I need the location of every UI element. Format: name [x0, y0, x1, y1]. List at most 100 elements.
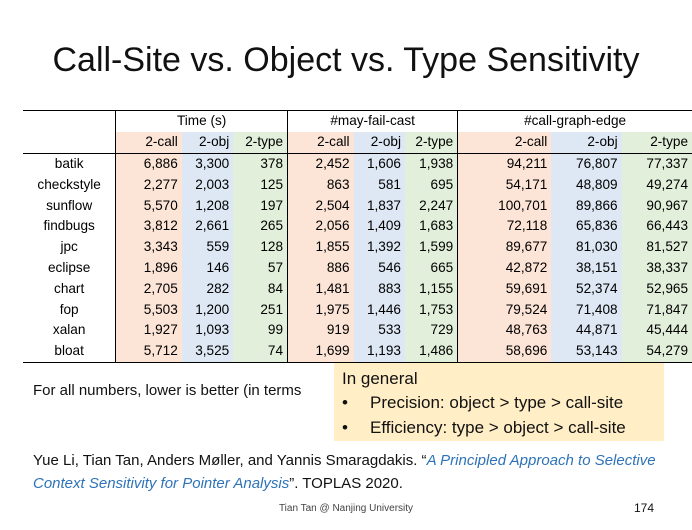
table-cell: 58,696: [457, 340, 552, 363]
bullet-icon: •: [342, 418, 348, 437]
benchmark-name: chart: [54, 280, 85, 296]
table-cell: 1,975: [287, 299, 354, 320]
table-cell: 1,481: [287, 278, 354, 300]
table-cell: 1,699: [287, 340, 354, 363]
table-cell: 49,274: [621, 174, 692, 196]
table-cell: 695: [404, 174, 458, 196]
table-cell: 1,896: [115, 257, 182, 279]
table-cell: 3,343: [115, 236, 182, 258]
subheader-cell: 2-obj: [181, 131, 234, 154]
table-cell: 546: [353, 257, 405, 279]
benchmark-name: checkstyle: [37, 176, 101, 192]
corner-cell: [23, 131, 116, 154]
table-cell: 1,392: [353, 236, 405, 258]
table-cell: 146: [181, 257, 234, 279]
benchmark-name: xalan: [52, 322, 86, 338]
table-row: fop 5,503 1,200 251 1,975 1,446 1,753 79,524 71,…: [23, 299, 692, 320]
table-cell: 665: [404, 257, 458, 279]
benchmark-name: sunflow: [46, 197, 93, 213]
table-cell: 581: [353, 174, 405, 196]
table-cell: 44,871: [551, 319, 622, 341]
table-cell: 886: [287, 257, 354, 279]
results-table: Time (s) #may-fail-cast #call-graph-edge…: [23, 109, 692, 363]
table-cell: 99: [233, 319, 288, 341]
table-cell: 57: [233, 257, 288, 279]
table-cell: 90,967: [621, 195, 692, 216]
table-row: bloat 5,712 3,525 74 1,699 1,193 1,486 58,696 53…: [23, 340, 692, 363]
table-cell: 1,193: [353, 340, 405, 363]
table-cell: 89,866: [551, 195, 622, 216]
table-cell: 2,277: [115, 174, 182, 196]
subheader-cell: 2-type: [233, 131, 288, 154]
group-header-time: Time (s): [115, 109, 288, 132]
table-cell: 533: [353, 319, 405, 341]
table-row: sunflow 5,570 1,208 197 2,504 1,837 2,247 100,7…: [23, 195, 692, 216]
citation-venue: ”. TOPLAS 2020.: [289, 475, 403, 492]
citation-paper-title[interactable]: A Principled Approach to Selective Conte…: [33, 452, 656, 492]
group-header-call-graph-edge: #call-graph-edge: [457, 109, 692, 132]
table-cell: 1,837: [353, 195, 405, 216]
table-cell: 5,712: [115, 340, 182, 363]
table-row: jpc 3,343 559 128 1,855 1,392 1,599 89,677 81,03…: [23, 236, 692, 258]
table-row: eclipse 1,896 146 57 886 546 665 42,872 38,151 38…: [23, 257, 692, 279]
table-cell: 1,093: [181, 319, 234, 341]
table-cell: 81,527: [621, 236, 692, 258]
slide-title: Call-Site vs. Object vs. Type Sensitivit…: [52, 41, 640, 79]
table-cell: 53,143: [551, 340, 622, 363]
subheader-cell: 2-call: [115, 131, 182, 154]
table-row: xalan 1,927 1,093 99 919 533 729 48,763 44,871 45…: [23, 319, 692, 341]
table-row: checkstyle 2,277 2,003 125 863 581 695 54,171 48…: [23, 174, 692, 196]
table-cell: 1,155: [404, 278, 458, 300]
bullet-icon: •: [342, 393, 348, 412]
table-row: batik 6,886 3,300 378 2,452 1,606 1,938 94,211 7…: [23, 153, 692, 175]
table-cell: 54,171: [457, 174, 552, 196]
corner-cell: [23, 109, 116, 132]
subheader-cell: 2-call: [287, 131, 354, 154]
table-cell: 378: [233, 153, 288, 175]
table-cell: 65,836: [551, 215, 622, 237]
callout-item-efficiency: • Efficiency: type > object > call-site: [342, 415, 656, 440]
table-cell: 863: [287, 174, 354, 196]
table-cell: 128: [233, 236, 288, 258]
citation: Yue Li, Tian Tan, Anders Møller, and Yan…: [33, 449, 673, 495]
table-cell: 81,030: [551, 236, 622, 258]
table-cell: 59,691: [457, 278, 552, 300]
subheader-cell: 2-type: [404, 131, 458, 154]
benchmark-name: bloat: [23, 340, 116, 363]
in-general-callout: In general • Precision: object > type > …: [334, 363, 664, 441]
table-cell: 2,661: [181, 215, 234, 237]
table-cell: 1,606: [353, 153, 405, 175]
table-cell: 1,683: [404, 215, 458, 237]
table-cell: 42,872: [457, 257, 552, 279]
benchmark-name: batik: [54, 155, 84, 171]
table-cell: 1,208: [181, 195, 234, 216]
table-row: chart 2,705 282 84 1,481 883 1,155 59,691 52,374…: [23, 278, 692, 300]
benchmark-name: findbugs: [43, 218, 95, 234]
table-cell: 883: [353, 278, 405, 300]
table-cell: 5,503: [115, 299, 182, 320]
table-cell: 1,446: [353, 299, 405, 320]
table-cell: 265: [233, 215, 288, 237]
table-cell: 197: [233, 195, 288, 216]
table-cell: 54,279: [621, 340, 692, 363]
table-cell: 729: [404, 319, 458, 341]
table-cell: 89,677: [457, 236, 552, 258]
table-cell: 52,374: [551, 278, 622, 300]
callout-item-text: Precision: object > type > call-site: [370, 393, 624, 412]
subheader-cell: 2-type: [621, 131, 692, 154]
table-cell: 79,524: [457, 299, 552, 320]
table-cell: 282: [181, 278, 234, 300]
table-cell: 2,247: [404, 195, 458, 216]
table-cell: 1,855: [287, 236, 354, 258]
subheader-cell: 2-call: [457, 131, 552, 154]
table-row: findbugs 3,812 2,661 265 2,056 1,409 1,683 72,1…: [23, 215, 692, 237]
callout-heading: In general: [342, 369, 418, 388]
table-cell: 1,409: [353, 215, 405, 237]
group-header-may-fail-cast: #may-fail-cast: [287, 109, 458, 132]
table-cell: 45,444: [621, 319, 692, 341]
table-cell: 1,753: [404, 299, 458, 320]
table-cell: 2,504: [287, 195, 354, 216]
benchmark-name: jpc: [60, 239, 78, 255]
table-cell: 72,118: [457, 215, 552, 237]
table-cell: 3,300: [181, 153, 234, 175]
